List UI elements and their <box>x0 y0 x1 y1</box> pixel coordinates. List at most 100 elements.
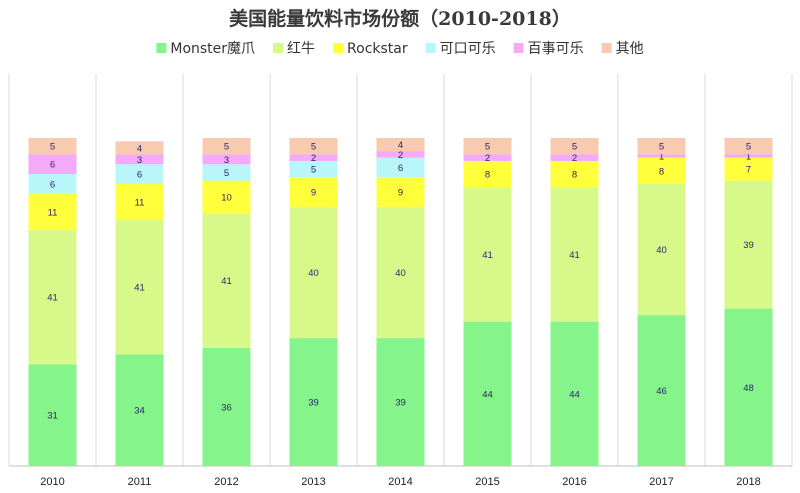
x-tick-label: 2018 <box>736 476 760 488</box>
bar-segment <box>289 177 338 207</box>
bar-segment <box>28 229 77 365</box>
data-label: 41 <box>47 293 58 304</box>
data-label: 5 <box>746 142 751 153</box>
bar-stack-2012: 36 41 10 5 3 5 <box>202 138 251 466</box>
bar-segment <box>637 154 686 158</box>
bar-segment <box>550 138 599 155</box>
bar-segment <box>289 160 338 178</box>
data-label: 11 <box>48 207 58 218</box>
data-label: 46 <box>656 386 667 397</box>
bar-segment <box>376 151 425 158</box>
legend-label: Monster魔爪 <box>170 41 255 57</box>
data-label: 11 <box>135 197 145 208</box>
data-label: 5 <box>659 142 664 153</box>
legend-item: Rockstar <box>333 41 408 57</box>
bar-segment <box>376 157 425 178</box>
data-label: 39 <box>308 398 319 409</box>
legend-swatch <box>513 43 524 53</box>
legend-item: Monster魔爪 <box>156 41 255 57</box>
bar-segment <box>463 160 512 188</box>
data-label: 40 <box>395 268 406 279</box>
bar-segment <box>115 354 164 466</box>
legend-label: 可口可乐 <box>440 41 496 57</box>
bar-segment <box>28 138 77 155</box>
bar-segment <box>28 154 77 175</box>
data-label: 9 <box>311 188 316 199</box>
bar-segment <box>550 187 599 322</box>
bar-segment <box>28 364 77 466</box>
data-label: 48 <box>743 383 754 394</box>
legend-label: 红牛 <box>287 41 315 57</box>
bar-segment <box>289 206 338 339</box>
bar-stack-2011: 34 41 11 6 34 <box>115 141 164 466</box>
bar-segment <box>289 138 338 155</box>
x-tick-label: 2012 <box>214 476 238 488</box>
data-label: 5 <box>224 142 229 153</box>
data-label: 5 <box>50 142 55 153</box>
data-label: 41 <box>482 250 493 261</box>
bar-stack-2014: 39 40 9 6 24 <box>376 138 425 466</box>
data-label: 10 <box>221 193 232 204</box>
bar-segment <box>202 347 251 466</box>
bar-segment <box>115 141 164 155</box>
bar-segment <box>289 154 338 161</box>
bar-stack-2010: 31 41 11 6 6 5 <box>28 138 77 466</box>
data-label: 6 <box>137 170 142 181</box>
data-label: 7 <box>746 165 751 176</box>
legend-swatch <box>156 43 167 53</box>
x-tick-label: 2010 <box>40 476 64 488</box>
chart-title: 美国能量饮料市场份额（2010-2018） <box>229 7 571 30</box>
bar-segment <box>550 160 599 188</box>
data-label: 5 <box>311 165 316 176</box>
bar-segment <box>724 180 773 309</box>
data-label: 40 <box>308 268 319 279</box>
data-label: 9 <box>398 188 403 199</box>
legend-swatch <box>273 43 284 53</box>
bar-stack-2013: 39 40 9 525 <box>289 138 338 466</box>
legend-item: 红牛 <box>273 41 315 57</box>
bar-segment <box>115 164 164 184</box>
legend-label: Rockstar <box>347 41 408 57</box>
data-label: 39 <box>743 240 754 251</box>
data-label: 5 <box>311 142 316 153</box>
x-tick-label: 2017 <box>649 476 673 488</box>
bar-segment <box>724 138 773 155</box>
x-tick-label: 2011 <box>128 476 152 488</box>
bar-segment <box>202 213 251 348</box>
data-label: 2 <box>311 153 316 164</box>
legend-swatch <box>425 43 436 53</box>
legend-swatch <box>601 43 612 53</box>
data-label: 44 <box>482 389 493 400</box>
data-label: 8 <box>485 170 490 181</box>
bar-stack-2015: 44 41 8 25 <box>463 138 512 466</box>
data-label: 44 <box>569 389 580 400</box>
x-tick-label: 2016 <box>562 476 586 488</box>
data-label: 36 <box>221 402 232 413</box>
bars: 3141116653441116343641105353940952539409… <box>28 138 773 466</box>
data-label: 5 <box>224 168 229 179</box>
data-label: 31 <box>47 411 58 422</box>
bar-segment <box>376 206 425 339</box>
data-label: 1 <box>659 152 664 163</box>
bar-segment <box>463 138 512 155</box>
bar-segment <box>28 193 77 230</box>
bar-segment <box>724 157 773 181</box>
bar-segment <box>202 180 251 214</box>
bar-segment <box>28 174 77 194</box>
data-label: 41 <box>569 250 580 261</box>
bar-segment <box>115 220 164 355</box>
data-label: 8 <box>572 170 577 181</box>
data-label: 41 <box>221 276 232 287</box>
bar-segment <box>724 308 773 466</box>
data-label: 6 <box>50 160 55 171</box>
data-label: 6 <box>398 163 403 174</box>
data-label: 5 <box>485 142 490 153</box>
bar-stack-2018: 48 39 7 15 <box>724 138 773 466</box>
legend-label: 其他 <box>616 41 644 57</box>
bar-segment <box>637 315 686 466</box>
data-label: 4 <box>398 140 403 151</box>
bar-segment <box>637 157 686 184</box>
bar-stack-2016: 44 41 8 25 <box>550 138 599 466</box>
data-label: 8 <box>659 166 664 177</box>
legend-swatch <box>333 43 344 53</box>
